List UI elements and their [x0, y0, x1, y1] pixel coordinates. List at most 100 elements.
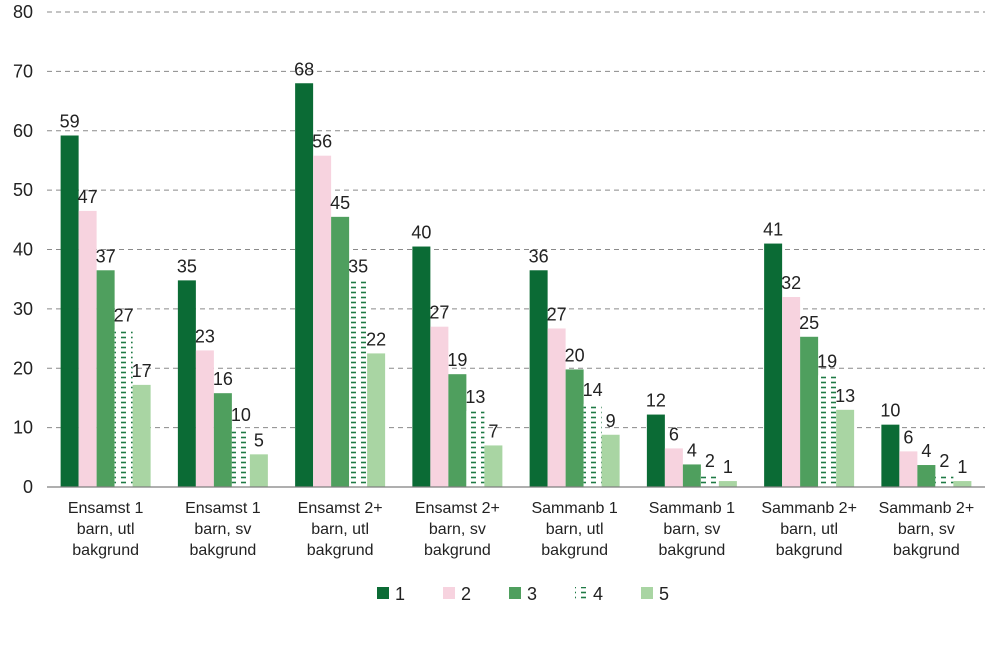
category-label: bakgrund [893, 542, 960, 559]
bar-series-4 [231, 428, 250, 487]
legend-label: 4 [593, 584, 603, 604]
y-tick-label: 0 [23, 477, 33, 497]
data-label: 1 [723, 457, 733, 477]
data-label: 37 [96, 246, 116, 266]
x-axis: Ensamst 1 barn, utl bakgrund Ensamst 1 barn,… [47, 486, 985, 559]
legend-swatch-2 [443, 587, 455, 599]
bar-series-1 [177, 280, 196, 487]
data-label: 6 [669, 424, 679, 444]
data-label: 27 [114, 306, 134, 326]
data-label: 56 [312, 132, 332, 152]
category-label: Ensamst 2+ [415, 500, 500, 517]
bar-series-1 [881, 424, 900, 487]
category-label: barn, sv [663, 521, 720, 538]
y-tick-label: 80 [13, 2, 33, 22]
bar-series-4 [935, 475, 954, 487]
data-label: 59 [60, 112, 80, 132]
data-label: 68 [294, 59, 314, 79]
data-label: 2 [705, 451, 715, 471]
data-label: 10 [880, 401, 900, 421]
bar-series-1 [295, 83, 314, 487]
y-tick-label: 30 [13, 299, 33, 319]
data-label: 25 [799, 313, 819, 333]
bar-series-3 [331, 216, 350, 487]
legend-label: 1 [395, 584, 405, 604]
bar-series-2 [664, 448, 683, 487]
data-label: 5 [254, 430, 264, 450]
bar-series-1 [412, 246, 431, 487]
bar-series-4 [700, 475, 719, 487]
y-tick-label: 70 [13, 61, 33, 81]
legend-swatch-1 [377, 587, 389, 599]
data-label: 23 [195, 326, 215, 346]
data-label: 13 [465, 387, 485, 407]
data-label: 16 [213, 369, 233, 389]
data-label: 47 [78, 187, 98, 207]
data-label: 19 [447, 350, 467, 370]
bar-series-4 [114, 329, 133, 487]
data-label: 4 [921, 441, 931, 461]
bar-series-2 [899, 451, 918, 487]
data-label: 1 [957, 457, 967, 477]
y-axis: 0 10 20 30 40 50 60 70 80 [13, 2, 33, 497]
bar-series-4 [583, 403, 602, 487]
category-label: Ensamst 1 [185, 500, 261, 517]
legend-label: 3 [527, 584, 537, 604]
bar-series-3 [565, 369, 584, 487]
bar-series-1 [529, 270, 548, 487]
category-label: barn, utl [311, 521, 369, 538]
legend-swatch-4 [575, 587, 587, 599]
bar-series-3 [213, 393, 232, 487]
bar-series-3 [96, 270, 115, 487]
bar-series-5 [367, 353, 386, 487]
bar-series-4 [349, 280, 368, 487]
bar-series-3 [800, 336, 819, 487]
bar-series-1 [60, 135, 79, 487]
data-label: 27 [429, 303, 449, 323]
category-label: Sammanb 1 [649, 500, 735, 517]
bar-series-5 [132, 384, 151, 487]
data-label: 2 [939, 451, 949, 471]
data-label: 45 [330, 193, 350, 213]
bar-series-5 [601, 434, 620, 487]
category-label: bakgrund [190, 542, 257, 559]
category-label: bakgrund [424, 542, 491, 559]
y-tick-label: 10 [13, 418, 33, 438]
bar-series-5 [249, 454, 268, 487]
y-tick-label: 50 [13, 180, 33, 200]
bar-series-2 [782, 297, 801, 487]
data-label: 4 [687, 440, 697, 460]
bar-series-2 [313, 155, 332, 487]
data-label: 14 [583, 380, 603, 400]
bar-series-5 [953, 481, 972, 487]
data-label: 27 [547, 304, 567, 324]
bar-series-2 [78, 210, 97, 487]
data-label: 17 [132, 361, 152, 381]
category-label: barn, utl [780, 521, 838, 538]
data-label: 10 [231, 405, 251, 425]
data-label: 13 [835, 386, 855, 406]
data-label: 36 [529, 246, 549, 266]
category-label: Ensamst 2+ [298, 500, 383, 517]
data-label: 35 [348, 256, 368, 276]
bar-series-4 [466, 411, 485, 487]
category-label: bakgrund [307, 542, 374, 559]
category-label: Sammanb 2+ [879, 500, 975, 517]
bar-series-2 [547, 328, 566, 487]
category-label: barn, sv [898, 521, 955, 538]
category-label: Sammanb 1 [531, 500, 617, 517]
data-label: 22 [366, 329, 386, 349]
category-label: barn, utl [77, 521, 135, 538]
bar-series-5 [484, 445, 503, 487]
category-label: bakgrund [541, 542, 608, 559]
data-label: 41 [763, 220, 783, 240]
data-label: 12 [646, 391, 666, 411]
bar-series-4 [818, 375, 837, 487]
y-tick-label: 20 [13, 358, 33, 378]
category-label: Sammanb 2+ [761, 500, 857, 517]
category-label: bakgrund [72, 542, 139, 559]
data-label: 35 [177, 256, 197, 276]
data-label: 40 [411, 223, 431, 243]
category-label: barn, sv [194, 521, 251, 538]
